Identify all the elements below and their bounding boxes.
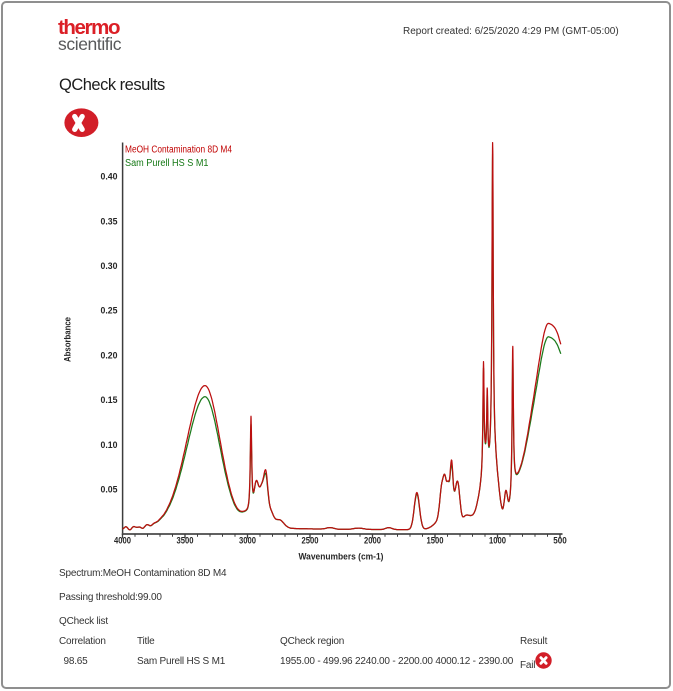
svg-text:0.30: 0.30 — [101, 261, 118, 272]
svg-text:1000: 1000 — [489, 536, 506, 547]
svg-text:2000: 2000 — [364, 536, 381, 547]
svg-text:0.15: 0.15 — [101, 395, 119, 406]
svg-text:Absorbance: Absorbance — [63, 317, 74, 362]
svg-text:Sam Purell HS S M1: Sam Purell HS S M1 — [125, 158, 209, 169]
svg-text:3000: 3000 — [239, 536, 256, 547]
svg-text:MeOH Contamination 8D M4: MeOH Contamination 8D M4 — [125, 145, 232, 156]
svg-text:0.35: 0.35 — [101, 216, 119, 227]
svg-text:0.20: 0.20 — [101, 350, 118, 361]
svg-text:3500: 3500 — [177, 536, 194, 547]
svg-text:2500: 2500 — [302, 536, 319, 547]
svg-text:1500: 1500 — [427, 536, 444, 547]
svg-text:Wavenumbers (cm-1): Wavenumbers (cm-1) — [299, 552, 384, 563]
svg-text:0.25: 0.25 — [101, 306, 119, 317]
svg-text:4000: 4000 — [114, 536, 131, 547]
svg-text:0.05: 0.05 — [101, 485, 119, 496]
svg-text:0.40: 0.40 — [101, 172, 118, 183]
svg-text:500: 500 — [553, 536, 567, 547]
svg-text:0.10: 0.10 — [101, 440, 118, 451]
